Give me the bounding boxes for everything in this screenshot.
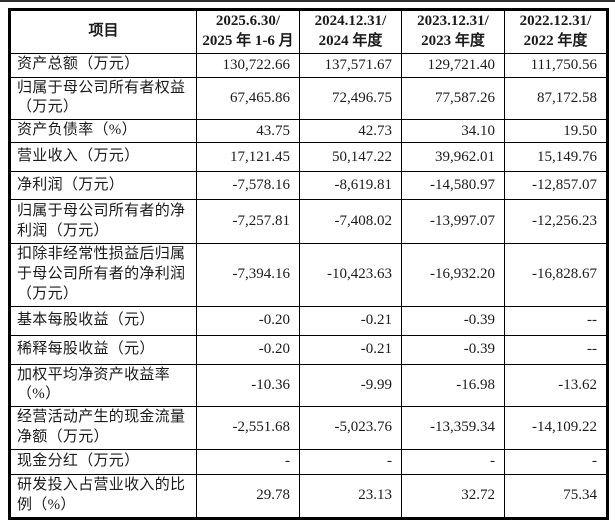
row-label: 资产负债率（%） [9,119,197,144]
cell-value: 19.50 [504,119,608,144]
cell-value: -16.98 [401,363,505,408]
cell-value: -16,828.67 [504,243,608,307]
cell-value: -10,423.63 [299,243,402,307]
cell-value: -13,997.07 [401,199,505,245]
row-label: 归属于母公司所有者的净利润（万元） [9,199,197,245]
cell-value: -- [504,305,608,336]
cell-value: -0.20 [196,305,300,336]
table-row-parent-equity: 归属于母公司所有者权益（万元） 67,465.86 72,496.75 77,5… [9,76,608,121]
row-label: 资产总额（万元） [9,52,197,78]
cell-value: -13.62 [504,363,608,408]
row-label: 研发投入占营业收入的比例（%） [9,473,197,519]
cell-value: -7,257.81 [196,199,300,245]
table-row-operating-cash-flow: 经营活动产生的现金流量净额（万元） -2,551.68 -5,023.76 -1… [9,406,608,450]
table-row-net-profit: 净利润（万元） -7,578.16 -8,619.81 -14,580.97 -… [9,171,608,201]
table-row-diluted-eps: 稀释每股收益（元） -0.20 -0.21 -0.39 -- [9,334,608,365]
header-item-column: 项目 [9,9,197,54]
header-period-date: 2025.6.30/ [215,13,281,29]
table-row-cash-dividend: 现金分红（万元） - - - - [9,448,608,475]
cell-value: - [401,448,505,475]
cell-value: -8,619.81 [299,171,402,201]
cell-value: 75.34 [504,473,608,519]
table-row-revenue: 营业收入（万元） 17,121.45 50,147.22 39,962.01 1… [9,142,608,173]
cell-value: 67,465.86 [196,76,300,121]
cell-value: 50,147.22 [299,142,402,173]
table-row-parent-net-profit: 归属于母公司所有者的净利润（万元） -7,257.81 -7,408.02 -1… [9,199,608,245]
cell-value: 43.75 [196,119,300,144]
cell-value: -0.39 [401,305,505,336]
top-divider-line [0,0,615,2]
header-period-date: 2023.12.31/ [417,13,489,29]
row-label: 加权平均净资产收益率（%） [9,363,197,408]
cell-value: 130,722.66 [196,52,300,78]
cell-value: -14,109.22 [504,406,608,450]
header-period-2025: 2025.6.30/ 2025 年 1-6 月 [196,9,300,54]
table-row-debt-ratio: 资产负债率（%） 43.75 42.73 34.10 19.50 [9,119,608,144]
table-header-row: 项目 2025.6.30/ 2025 年 1-6 月 2024.12.31/ 2… [9,9,608,54]
cell-value: -7,578.16 [196,171,300,201]
table-row-total-assets: 资产总额（万元） 130,722.66 137,571.67 129,721.4… [9,52,608,78]
cell-value: -12,256.23 [504,199,608,245]
header-period-span: 2024 年度 [318,32,383,49]
cell-value: 39,962.01 [401,142,505,173]
cell-value: -7,394.16 [196,243,300,307]
row-label: 基本每股收益（元） [9,305,197,336]
table-row-rd-ratio: 研发投入占营业收入的比例（%） 29.78 23.13 32.72 75.34 [9,473,608,519]
cell-value: -0.39 [401,334,505,365]
cell-value: 87,172.58 [504,76,608,121]
row-label: 营业收入（万元） [9,142,197,173]
header-period-span: 2023 年度 [421,32,485,49]
cell-value: -14,580.97 [401,171,505,201]
cell-value: 23.13 [299,473,402,519]
row-label: 归属于母公司所有者权益（万元） [9,76,197,121]
header-period-date: 2022.12.31/ [519,13,592,29]
cell-value: - [299,448,402,475]
cell-value: -0.21 [299,305,402,336]
cell-value: -9.99 [299,363,402,408]
header-period-span: 2025 年 1-6 月 [202,32,294,49]
cell-value: -12,857.07 [504,171,608,201]
cell-value: -- [504,334,608,365]
cell-value: -0.21 [299,334,402,365]
cell-value: 29.78 [196,473,300,519]
table-row-basic-eps: 基本每股收益（元） -0.20 -0.21 -0.39 -- [9,305,608,336]
cell-value: - [196,448,300,475]
table-row-weighted-roe: 加权平均净资产收益率（%） -10.36 -9.99 -16.98 -13.62 [9,363,608,408]
cell-value: 77,587.26 [401,76,505,121]
cell-value: -10.36 [196,363,300,408]
cell-value: -13,359.34 [401,406,505,450]
cell-value: 15,149.76 [504,142,608,173]
cell-value: 72,496.75 [299,76,402,121]
cell-value: 129,721.40 [401,52,505,78]
header-period-2022: 2022.12.31/ 2022 年度 [504,9,608,54]
row-label: 稀释每股收益（元） [9,334,197,365]
row-label: 经营活动产生的现金流量净额（万元） [9,406,197,450]
row-label: 扣除非经常性损益后归属于母公司所有者的净利润（万元） [9,243,197,307]
row-label: 现金分红（万元） [9,448,197,475]
financial-summary-table: 项目 2025.6.30/ 2025 年 1-6 月 2024.12.31/ 2… [8,8,609,520]
cell-value: 42.73 [299,119,402,144]
cell-value: -2,551.68 [196,406,300,450]
cell-value: -16,932.20 [401,243,505,307]
header-period-date: 2024.12.31/ [314,13,387,29]
cell-value: -7,408.02 [299,199,402,245]
cell-value: 111,750.56 [504,52,608,78]
cell-value: 17,121.45 [196,142,300,173]
row-label: 净利润（万元） [9,171,197,201]
cell-value: -5,023.76 [299,406,402,450]
cell-value: 34.10 [401,119,505,144]
header-period-2024: 2024.12.31/ 2024 年度 [299,9,402,54]
header-period-span: 2022 年度 [523,32,588,49]
header-period-2023: 2023.12.31/ 2023 年度 [401,9,505,54]
cell-value: - [504,448,608,475]
cell-value: 32.72 [401,473,505,519]
cell-value: -0.20 [196,334,300,365]
cell-value: 137,571.67 [299,52,402,78]
table-row-deducted-net-profit: 扣除非经常性损益后归属于母公司所有者的净利润（万元） -7,394.16 -10… [9,243,608,307]
